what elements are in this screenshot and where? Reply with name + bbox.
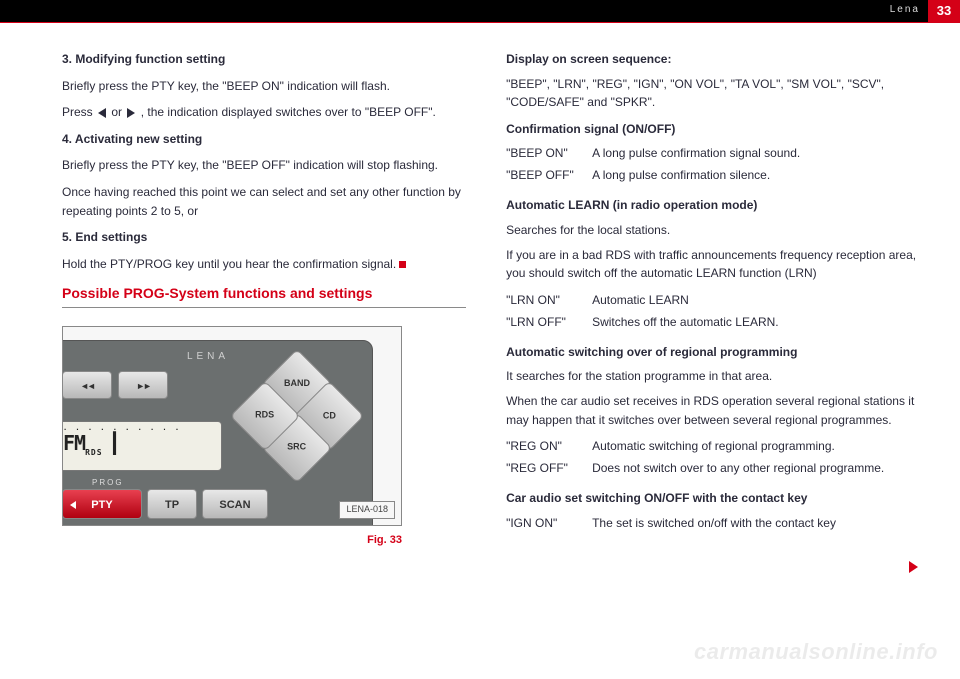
val: The set is switched on/off with the cont… [592, 514, 836, 536]
val: A long pulse confirmation signal sound. [592, 144, 800, 166]
page-number: 33 [928, 0, 960, 22]
key: "IGN ON" [506, 514, 592, 536]
table-row: "BEEP ON"A long pulse confirmation signa… [506, 144, 800, 166]
text: or [111, 105, 125, 119]
label: RDS [255, 409, 274, 423]
learn-table: "LRN ON"Automatic LEARN "LRN OFF"Switche… [506, 291, 779, 335]
key: "BEEP ON" [506, 144, 592, 166]
next-icon [127, 108, 135, 118]
learn-p1: Searches for the local stations. [506, 221, 920, 240]
val: Does not switch over to any other region… [592, 459, 884, 481]
val: Automatic LEARN [592, 291, 779, 313]
label: BAND [284, 377, 310, 391]
seq-line: "BEEP", "LRN", "REG", "IGN", "ON VOL", "… [506, 75, 920, 112]
label: CD [323, 409, 336, 423]
key: "BEEP OFF" [506, 166, 592, 188]
step4-title: 4. Activating new setting [62, 130, 466, 149]
table-row: "REG OFF"Does not switch over to any oth… [506, 459, 884, 481]
key: "REG OFF" [506, 459, 592, 481]
lcd-display: · · · · · · · · · · IN FMRDS┃ [62, 421, 222, 471]
text: , the indication displayed switches over… [141, 105, 436, 119]
lcd-rds: RDS [85, 448, 102, 457]
seq-label: Display on screen sequence: [506, 50, 920, 69]
key: "REG ON" [506, 437, 592, 459]
radio-body: LENA ◄◄ ►► BAND CD SRC RDS · · · · · · ·… [62, 340, 373, 526]
pty-button: PTY [62, 489, 142, 519]
step5-title: 5. End settings [62, 228, 466, 247]
heading-underline [62, 307, 466, 308]
figure-caption: Fig. 33 [62, 532, 402, 549]
prev-icon [98, 108, 106, 118]
step5-line1: Hold the PTY/PROG key until you hear the… [62, 255, 466, 274]
page: Lena 33 3. Modifying function setting Br… [0, 0, 960, 679]
content-columns: 3. Modifying function setting Briefly pr… [62, 50, 920, 549]
prog-label: PROG [92, 477, 124, 489]
text: Hold the PTY/PROG key until you hear the… [62, 257, 396, 271]
figure-label: LENA-018 [339, 501, 395, 519]
learn-title: Automatic LEARN (in radio operation mode… [506, 196, 920, 215]
key: "LRN ON" [506, 291, 592, 313]
section-heading: Possible PROG-System functions and setti… [62, 283, 466, 305]
rewind-button: ◄◄ [62, 371, 112, 399]
diamond-pad: BAND CD SRC RDS [250, 369, 346, 465]
tp-button: TP [147, 489, 197, 519]
step4-line2: Once having reached this point we can se… [62, 183, 466, 220]
key: "LRN OFF" [506, 313, 592, 335]
step3-line2: Press or , the indication displayed swit… [62, 103, 466, 122]
lcd-dots: · · · · · · · · · · [63, 425, 181, 436]
header-label: Lena [890, 4, 920, 15]
reg-table: "REG ON"Automatic switching of regional … [506, 437, 884, 481]
radio-brand: LENA [187, 349, 229, 365]
ign-title: Car audio set switching ON/OFF with the … [506, 489, 920, 508]
top-bar: Lena 33 [0, 0, 960, 22]
top-button-row: ◄◄ ►► [62, 371, 168, 399]
bottom-button-row: PTY TP SCAN [62, 489, 268, 519]
table-row: "IGN ON"The set is switched on/off with … [506, 514, 836, 536]
scan-button: SCAN [202, 489, 268, 519]
step3-line1: Briefly press the PTY key, the "BEEP ON"… [62, 77, 466, 96]
end-mark-icon [399, 261, 406, 268]
conf-title: Confirmation signal (ON/OFF) [506, 120, 920, 139]
table-row: "BEEP OFF"A long pulse confirmation sile… [506, 166, 800, 188]
conf-table: "BEEP ON"A long pulse confirmation signa… [506, 144, 800, 188]
table-row: "LRN OFF"Switches off the automatic LEAR… [506, 313, 779, 335]
table-row: "LRN ON"Automatic LEARN [506, 291, 779, 313]
ign-table: "IGN ON"The set is switched on/off with … [506, 514, 836, 536]
reg-p2: When the car audio set receives in RDS o… [506, 392, 920, 429]
reg-p1: It searches for the station programme in… [506, 367, 920, 386]
forward-button: ►► [118, 371, 168, 399]
radio-figure: LENA ◄◄ ►► BAND CD SRC RDS · · · · · · ·… [62, 326, 402, 526]
val: Automatic switching of regional programm… [592, 437, 884, 459]
header-rule [0, 22, 960, 23]
learn-p2: If you are in a bad RDS with traffic ann… [506, 246, 920, 283]
left-column: 3. Modifying function setting Briefly pr… [62, 50, 466, 549]
label: SRC [287, 441, 306, 455]
val: A long pulse confirmation silence. [592, 166, 800, 188]
table-row: "REG ON"Automatic switching of regional … [506, 437, 884, 459]
step3-title: 3. Modifying function setting [62, 50, 466, 69]
val: Switches off the automatic LEARN. [592, 313, 779, 335]
watermark: carmanualsonline.info [694, 639, 938, 665]
continue-arrow-icon [909, 561, 918, 573]
text: Press [62, 105, 96, 119]
right-column: Display on screen sequence: "BEEP", "LRN… [506, 50, 920, 549]
step4-line1: Briefly press the PTY key, the "BEEP OFF… [62, 156, 466, 175]
reg-title: Automatic switching over of regional pro… [506, 343, 920, 362]
